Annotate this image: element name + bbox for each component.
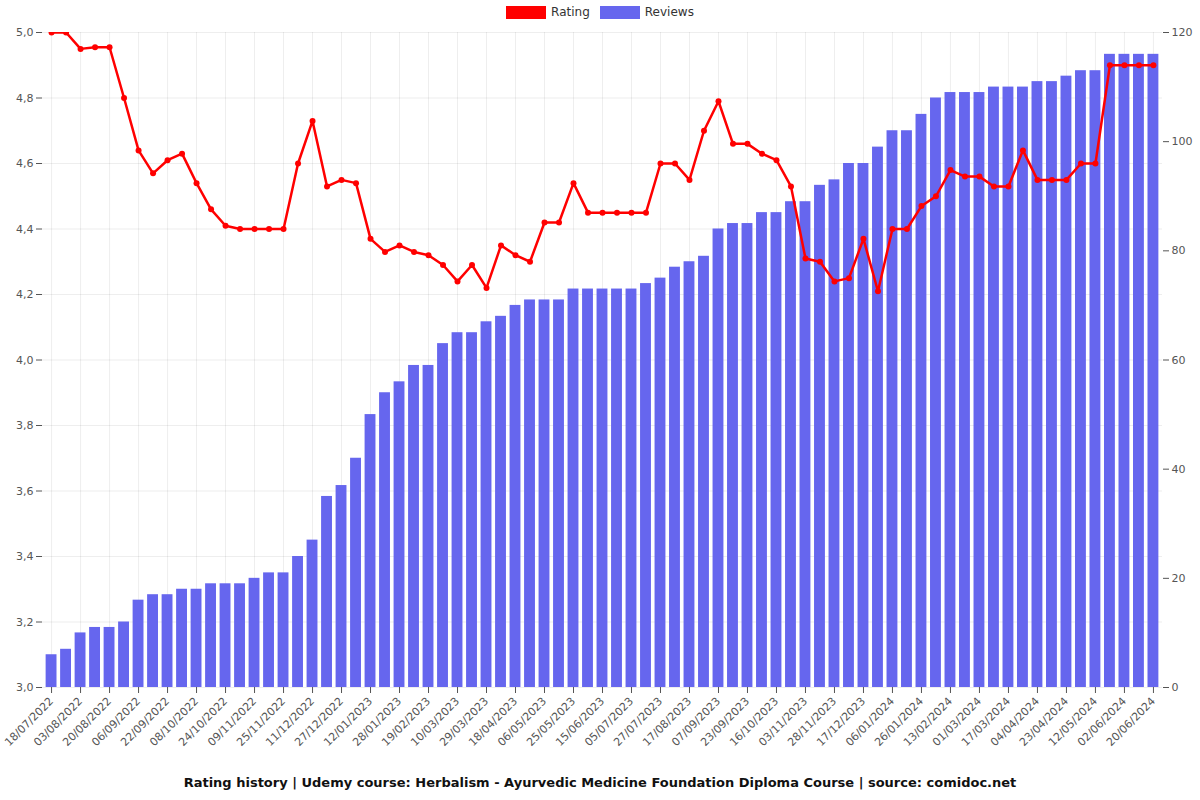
svg-text:06/01/2024: 06/01/2024 (843, 694, 898, 749)
svg-text:15/06/2023: 15/06/2023 (553, 694, 608, 749)
svg-text:11/12/2022: 11/12/2022 (263, 694, 318, 749)
svg-text:17/03/2024: 17/03/2024 (959, 694, 1014, 749)
svg-text:20/08/2022: 20/08/2022 (60, 694, 115, 749)
svg-text:4,4: 4,4 (16, 223, 34, 236)
svg-text:04/04/2024: 04/04/2024 (988, 694, 1043, 749)
svg-text:20/06/2024: 20/06/2024 (1104, 695, 1158, 749)
svg-text:26/01/2024: 26/01/2024 (872, 694, 927, 749)
html-text:Reviews: Reviews (644, 5, 694, 19)
svg-text:18/04/2023: 18/04/2023 (466, 694, 521, 749)
svg-text:06/05/2023: 06/05/2023 (495, 694, 550, 749)
svg-text:03/08/2022: 03/08/2022 (31, 694, 86, 749)
svg-text:100: 100 (1172, 135, 1193, 148)
svg-text:19/02/2023: 19/02/2023 (379, 694, 434, 749)
html-text:Rating history | Udemy course:: Rating history | Udemy course: Herbalism… (183, 775, 1017, 790)
svg-text:3,8: 3,8 (16, 419, 34, 432)
svg-text:06/09/2022: 06/09/2022 (89, 694, 144, 749)
svg-text:0: 0 (1172, 681, 1179, 694)
svg-text:23/04/2024: 23/04/2024 (1017, 694, 1072, 749)
svg-text:17/08/2023: 17/08/2023 (640, 694, 695, 749)
svg-text:3,0: 3,0 (16, 681, 34, 694)
svg-text:02/06/2024: 02/06/2024 (1075, 694, 1130, 749)
svg-text:4,0: 4,0 (16, 354, 34, 367)
svg-text:27/12/2022: 27/12/2022 (292, 694, 347, 749)
svg-text:27/07/2023: 27/07/2023 (611, 694, 666, 749)
svg-text:07/09/2023: 07/09/2023 (669, 694, 724, 749)
svg-text:23/09/2023: 23/09/2023 (698, 694, 753, 749)
html-text:Rating: Rating (551, 5, 590, 19)
svg-text:60: 60 (1172, 354, 1186, 367)
svg-text:3,6: 3,6 (16, 485, 34, 498)
svg-text:03/11/2023: 03/11/2023 (756, 694, 811, 749)
svg-text:3,2: 3,2 (16, 616, 34, 629)
svg-text:3,4: 3,4 (16, 550, 34, 563)
svg-text:28/01/2023: 28/01/2023 (350, 694, 405, 749)
svg-text:22/09/2022: 22/09/2022 (118, 694, 173, 749)
svg-text:01/03/2024: 01/03/2024 (930, 694, 985, 749)
svg-text:25/05/2023: 25/05/2023 (524, 694, 579, 749)
svg-text:16/10/2023: 16/10/2023 (727, 694, 782, 749)
svg-text:120: 120 (1172, 26, 1193, 39)
svg-text:80: 80 (1172, 244, 1186, 257)
svg-text:29/03/2023: 29/03/2023 (437, 694, 492, 749)
svg-text:25/11/2022: 25/11/2022 (234, 694, 289, 749)
svg-text:12/05/2024: 12/05/2024 (1046, 694, 1101, 749)
svg-text:20: 20 (1172, 572, 1186, 585)
svg-text:12/01/2023: 12/01/2023 (321, 694, 376, 749)
svg-text:17/12/2023: 17/12/2023 (814, 694, 869, 749)
svg-text:09/11/2022: 09/11/2022 (205, 694, 260, 749)
svg-text:13/02/2024: 13/02/2024 (901, 694, 956, 749)
svg-text:18/07/2022: 18/07/2022 (2, 694, 57, 749)
svg-text:10/03/2023: 10/03/2023 (408, 694, 463, 749)
svg-text:4,8: 4,8 (16, 92, 34, 105)
svg-text:4,2: 4,2 (16, 288, 34, 301)
svg-text:08/10/2022: 08/10/2022 (147, 694, 202, 749)
svg-text:28/11/2023: 28/11/2023 (785, 694, 840, 749)
svg-text:4,6: 4,6 (16, 157, 34, 170)
svg-text:5,0: 5,0 (16, 26, 34, 39)
svg-text:05/07/2023: 05/07/2023 (582, 694, 637, 749)
svg-text:40: 40 (1172, 463, 1186, 476)
svg-text:24/10/2022: 24/10/2022 (176, 694, 231, 749)
